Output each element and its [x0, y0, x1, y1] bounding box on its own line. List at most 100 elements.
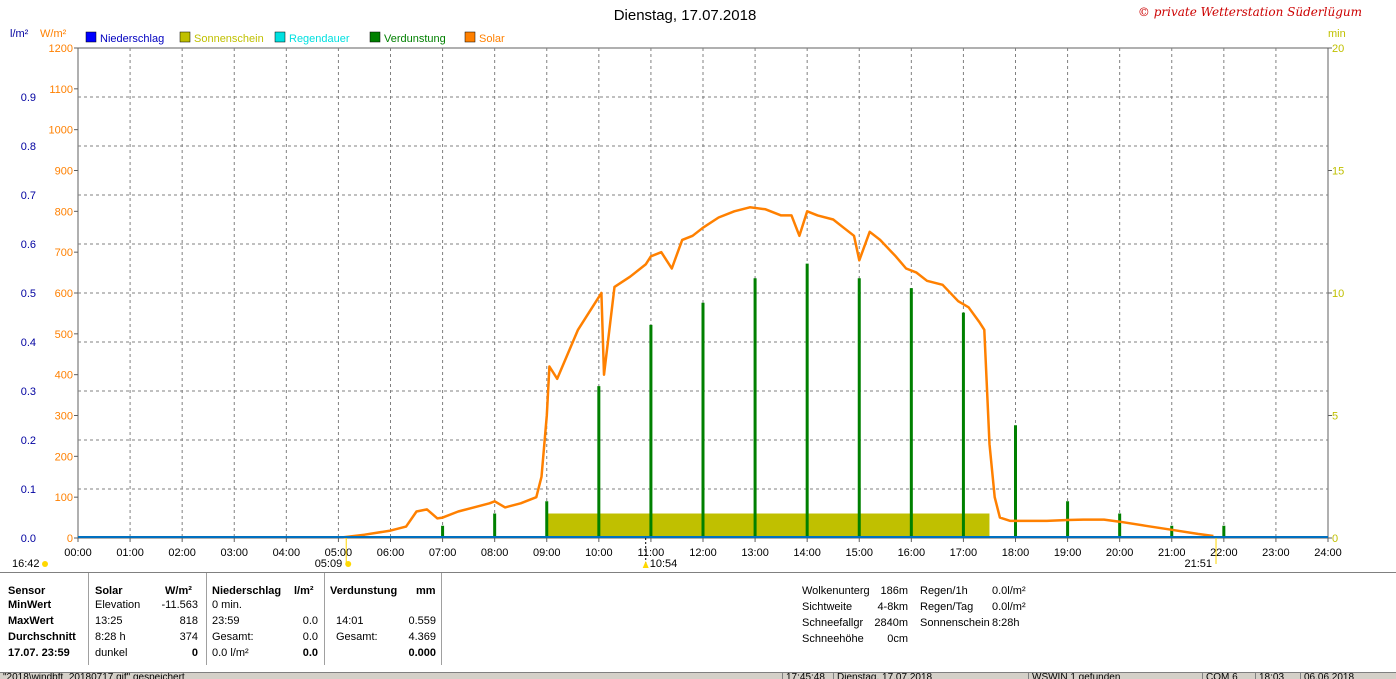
y-axis-left-inner: 0 100 200 300 400 500 600 700 800 900 1000 1100 1200: [49, 43, 78, 545]
x-tick-label: 21:00: [1158, 547, 1186, 559]
left-inner-unit: W/m²: [40, 28, 67, 40]
sunrise-label: 05:09: [315, 558, 343, 570]
y-right-tick-label: 5: [1332, 411, 1338, 423]
x-axis: 00:00 01:00 02:00 03:00 04:00 05:00 06:00 07:00…: [64, 538, 1342, 559]
chart-marks: [78, 206, 1328, 539]
rain-col1: Gesamt:: [212, 631, 254, 643]
solar-noon-label: 10:54: [650, 558, 678, 570]
y-inner-tick-label: 800: [55, 206, 73, 218]
y-axis-right: 0 5 10 15 20: [1328, 43, 1344, 545]
header-sensor: Sensor: [8, 585, 46, 597]
rain-stat-label: Sonnenschein: [920, 617, 990, 629]
x-tick-label: 17:00: [950, 547, 978, 559]
legend-swatch-3: [369, 31, 381, 43]
solar-col2: 818: [179, 615, 198, 627]
status-today: 06.06.2018: [1300, 673, 1394, 679]
solar-noon-icon: [642, 561, 649, 568]
solar-col2: 374: [179, 631, 198, 643]
summary-panel: Sensor Solar W/m² Niederschlag l/m² Verd…: [0, 572, 1396, 673]
rain-stat-value: 0.0l/m²: [992, 601, 1026, 613]
y-inner-tick-label: 500: [55, 329, 73, 341]
y-right-tick-label: 15: [1332, 166, 1344, 178]
evap-col1: 14:01: [336, 615, 364, 627]
row-label: Durchschnitt: [8, 631, 76, 643]
sunshine-bar: [546, 513, 990, 538]
left-outer-unit: l/m²: [10, 28, 29, 40]
y-right-tick-label: 20: [1332, 43, 1344, 55]
x-tick-label: 10:00: [585, 547, 613, 559]
header-solar: Solar: [95, 585, 123, 597]
time-markers: 05:09 21:51 10:54 16:42: [12, 538, 1217, 570]
legend-label-4: Solar: [479, 33, 505, 45]
x-tick-label: 13:00: [741, 547, 769, 559]
legend-label-0: Niederschlag: [100, 33, 164, 45]
weather-chart: Dienstag, 17.07.2018 © private Wettersta…: [10, 5, 1362, 570]
x-tick-label: 19:00: [1054, 547, 1082, 559]
rain-col1: 0.0 l/m²: [212, 647, 249, 659]
rain-stat-label: Regen/1h: [920, 585, 968, 597]
x-tick-label: 15:00: [845, 547, 873, 559]
y-inner-tick-label: 100: [55, 492, 73, 504]
solar-col1: dunkel: [95, 647, 128, 659]
legend-swatch-2: [274, 31, 286, 43]
evap-col2: 0.000: [408, 647, 436, 659]
y-inner-tick-label: 1200: [49, 43, 73, 55]
status-clock: 18:03: [1255, 673, 1299, 679]
weather-stat-value: 0cm: [887, 633, 908, 645]
rain-col2: 0.0: [302, 631, 318, 643]
y-inner-tick-label: 0: [67, 533, 73, 545]
right-unit: min: [1328, 28, 1346, 40]
header-evap-unit: mm: [416, 585, 436, 597]
header-solar-unit: W/m²: [165, 585, 192, 597]
copyright-text: © private Wetterstation Süderlügum: [1138, 5, 1362, 19]
header-rain-unit: l/m²: [294, 585, 314, 597]
y-axis-left-outer: 0.0 0.1 0.2 0.3 0.4 0.5 0.6 0.7 0.8 0.9: [21, 92, 36, 545]
y-outer-tick-label: 0.3: [21, 386, 36, 398]
y-outer-tick-label: 0.2: [21, 435, 36, 447]
y-outer-tick-label: 0.4: [21, 337, 36, 349]
x-tick-label: 20:00: [1106, 547, 1134, 559]
status-bar: "2018\windbft_20180717.gif" gespeichert …: [0, 672, 1396, 679]
evap-col2: 0.559: [408, 615, 436, 627]
legend: Niederschlag Sonnenschein Regendauer Verdun…: [85, 31, 505, 45]
row-label: 17.07. 23:59: [8, 647, 70, 659]
x-tick-label: 23:00: [1262, 547, 1290, 559]
y-inner-tick-label: 900: [55, 166, 73, 178]
x-tick-label: 16:00: [898, 547, 926, 559]
header-rain: Niederschlag: [212, 585, 282, 597]
y-outer-tick-label: 0.7: [21, 190, 36, 202]
x-tick-label: 02:00: [168, 547, 196, 559]
sun-icon: [345, 561, 352, 567]
y-inner-tick-label: 300: [55, 411, 73, 423]
x-tick-label: 00:00: [64, 547, 92, 559]
y-inner-tick-label: 600: [55, 288, 73, 300]
legend-swatch-4: [464, 31, 476, 43]
row-label: MinWert: [8, 599, 52, 611]
x-tick-label: 08:00: [481, 547, 509, 559]
y-outer-tick-label: 0.1: [21, 484, 36, 496]
rain-stat-label: Regen/Tag: [920, 601, 974, 613]
chart-title: Dienstag, 17.07.2018: [614, 7, 757, 24]
x-tick-label: 11:00: [638, 547, 665, 559]
weather-stat-value: 186m: [880, 585, 908, 597]
solar-col2: 0: [191, 647, 198, 659]
rain-col1: 23:59: [212, 615, 240, 627]
status-date: Dienstag, 17.07.2018: [833, 673, 1027, 679]
solar-col1: Elevation: [95, 599, 141, 611]
status-file: "2018\windbft_20180717.gif" gespeichert: [3, 673, 185, 679]
y-outer-tick-label: 0.9: [21, 92, 36, 104]
weather-stat-label: Wolkenunterg: [802, 585, 870, 597]
row-label: MaxWert: [8, 615, 54, 627]
sunset-label: 21:51: [1184, 558, 1212, 570]
y-inner-tick-label: 1000: [49, 125, 73, 137]
y-outer-tick-label: 0.8: [21, 141, 36, 153]
x-tick-label: 09:00: [533, 547, 561, 559]
status-port: COM 6: [1202, 673, 1246, 679]
y-right-tick-label: 10: [1332, 288, 1344, 300]
x-tick-label: 01:00: [116, 547, 144, 559]
x-tick-label: 03:00: [220, 547, 248, 559]
x-tick-label: 07:00: [429, 547, 457, 559]
legend-swatch-1: [179, 31, 191, 43]
y-inner-tick-label: 400: [55, 370, 73, 382]
evap-col1: Gesamt:: [336, 631, 378, 643]
